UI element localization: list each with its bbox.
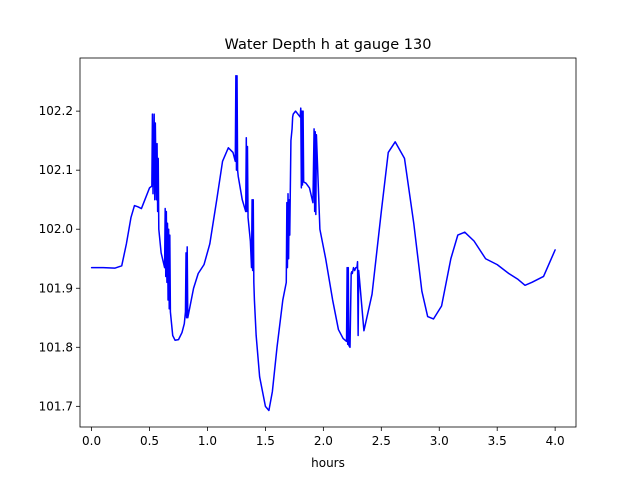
series-line (90, 74, 556, 412)
chart-title: Water Depth h at gauge 130 (225, 37, 432, 53)
x-tick-label: 4.0 (546, 434, 565, 448)
x-axis: 0.0 0.5 1.0 1.5 2.0 2.5 3.0 3.5 4.0 (82, 427, 565, 448)
y-axis: 101.7 101.8 101.9 102.0 102.1 102.2 (39, 104, 80, 413)
x-tick-label: 0.5 (140, 434, 159, 448)
x-tick-label: 0.0 (82, 434, 101, 448)
x-tick-label: 3.5 (488, 434, 507, 448)
y-tick-label: 101.7 (39, 399, 73, 413)
y-tick-label: 102.1 (39, 163, 73, 177)
y-tick-label: 102.0 (39, 222, 73, 236)
plot-frame (79, 57, 577, 428)
y-tick-label: 101.8 (39, 340, 73, 354)
x-axis-label: hours (311, 456, 345, 470)
plot-area (79, 57, 577, 428)
x-tick-label: 2.5 (372, 434, 391, 448)
x-tick-label: 1.5 (256, 434, 275, 448)
x-tick-label: 1.0 (198, 434, 217, 448)
y-tick-label: 101.9 (39, 281, 73, 295)
x-tick-label: 3.0 (430, 434, 449, 448)
y-tick-label: 102.2 (39, 104, 73, 118)
x-tick-label: 2.0 (314, 434, 333, 448)
